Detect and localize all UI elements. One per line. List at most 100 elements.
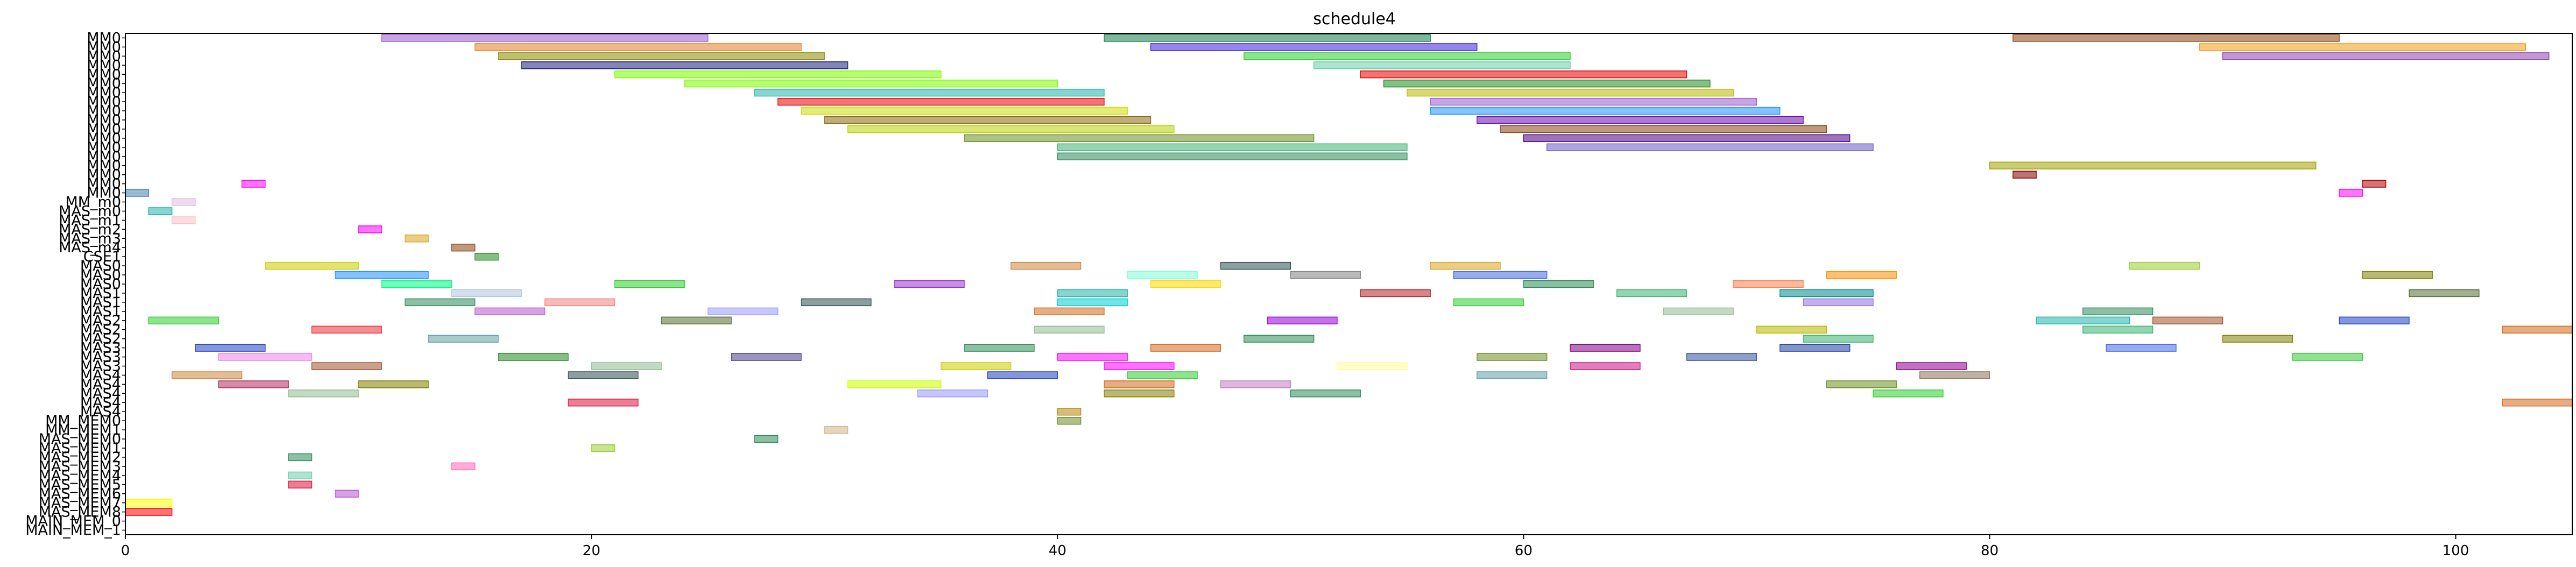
y-tick-label: MM0 — [87, 75, 121, 92]
task-bar — [614, 70, 942, 79]
y-tick-label: MAS1 — [80, 303, 121, 320]
task-bar — [707, 307, 779, 316]
y-tick-label: MAS0 — [80, 276, 121, 293]
task-bar — [801, 298, 872, 307]
task-bar — [1826, 271, 1897, 279]
task-bar — [148, 207, 173, 215]
task-bar — [754, 435, 779, 443]
task-bar — [1337, 362, 1408, 370]
task-bar — [1476, 353, 1548, 361]
task-bar — [2502, 399, 2573, 407]
task-bar — [125, 189, 150, 197]
task-bar — [1523, 134, 1851, 143]
y-tick-label: MM_m0 — [65, 194, 121, 210]
plot-frame — [125, 33, 2573, 535]
task-bar — [1034, 307, 1105, 316]
task-bar — [1243, 52, 1571, 60]
task-bar — [2036, 316, 2130, 324]
task-bar — [731, 353, 802, 361]
x-tick-label: 100 — [2443, 543, 2469, 559]
task-bar — [1127, 371, 1198, 379]
task-bar — [2362, 271, 2433, 279]
task-bar — [1686, 353, 1758, 361]
task-bar — [2199, 43, 2526, 51]
task-bar — [195, 344, 266, 352]
task-bar — [2409, 289, 2480, 297]
task-bar — [1523, 280, 1594, 288]
task-bar — [288, 480, 313, 488]
y-tick-label: MAS3 — [80, 358, 121, 375]
y-tick-label: MAS4 — [80, 367, 121, 384]
task-bar — [1803, 335, 1874, 343]
task-bar — [358, 380, 429, 388]
y-tick-label: MAS4 — [80, 376, 121, 393]
y-tick-label: MM0 — [87, 130, 121, 147]
task-bar — [2222, 335, 2293, 343]
task-bar — [1756, 325, 1827, 334]
task-bar — [2106, 344, 2177, 352]
y-tick-label: MAS0 — [80, 267, 121, 284]
task-bar — [2012, 34, 2340, 42]
y-tick-label: MM0 — [87, 48, 121, 65]
task-bar — [987, 371, 1058, 379]
y-tick-label: MAS_MEM2 — [39, 449, 121, 466]
task-bar — [1360, 289, 1431, 297]
task-bar — [1290, 271, 1361, 279]
task-bar — [241, 180, 266, 188]
y-tick-label: MAS_m0 — [59, 203, 121, 219]
y-tick-label: MAS3 — [80, 349, 121, 366]
task-bar — [1057, 408, 1082, 416]
task-bar — [1150, 344, 1222, 352]
task-bar — [2339, 189, 2363, 197]
y-tick-label: MM0 — [87, 185, 121, 202]
task-bar — [1430, 107, 1781, 115]
task-bar — [1430, 261, 1501, 270]
y-tick-label: MM0 — [87, 148, 121, 165]
y-axis-labels: MM0MM0MM0MM0MM0MM0MM0MM0MM0MM0MM0MM0MM0M… — [25, 30, 125, 539]
task-bar — [1057, 152, 1408, 160]
task-bar — [754, 88, 1105, 97]
y-tick-label: MAS_m3 — [59, 230, 121, 247]
task-bar — [148, 316, 219, 324]
task-bar — [218, 353, 313, 361]
task-bar — [171, 216, 196, 224]
task-bar — [311, 362, 383, 370]
task-bar — [964, 344, 1035, 352]
y-tick-label: MAS_MEM1 — [39, 440, 121, 457]
y-tick-label: MM0 — [87, 103, 121, 119]
task-bar — [474, 252, 499, 261]
task-bar — [311, 325, 383, 334]
task-bar — [474, 43, 802, 51]
task-bar — [381, 280, 453, 288]
task-bar — [1476, 371, 1548, 379]
task-bar — [2362, 180, 2387, 188]
task-bar — [1873, 389, 1944, 398]
x-tick-label: 40 — [1049, 543, 1067, 559]
task-bar — [404, 298, 476, 307]
y-tick-label: MM0 — [87, 30, 121, 46]
task-bar — [1407, 88, 1734, 97]
y-tick-label: MM0 — [87, 121, 121, 138]
task-bar — [498, 353, 569, 361]
task-bar — [2152, 316, 2224, 324]
task-bar — [1826, 380, 1897, 388]
x-tick-label: 60 — [1515, 543, 1533, 559]
y-tick-label: MAS_MEM3 — [39, 458, 121, 475]
y-tick-label: MAS2 — [80, 313, 121, 329]
task-bar — [1733, 280, 1804, 288]
y-tick-label: MM0 — [87, 94, 121, 110]
task-bar — [1104, 380, 1175, 388]
task-bar — [125, 499, 173, 507]
y-tick-label: MAS_m4 — [59, 239, 121, 256]
task-bar — [824, 116, 1152, 124]
y-tick-label: MM_MEM1 — [45, 422, 121, 438]
task-bar — [2292, 353, 2363, 361]
task-bar — [1570, 362, 1641, 370]
y-tick-label: MM0 — [87, 39, 121, 55]
task-bar — [661, 316, 732, 324]
task-bar — [1057, 143, 1408, 152]
task-bar — [1220, 380, 1291, 388]
y-tick-label: MAS2 — [80, 322, 121, 338]
task-bars — [125, 34, 2573, 516]
y-tick-label: MAIN_MEM_0 — [25, 513, 121, 530]
